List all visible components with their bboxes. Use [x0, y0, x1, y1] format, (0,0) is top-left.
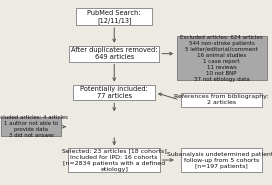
FancyBboxPatch shape [181, 148, 262, 172]
Text: After duplicates removed:
649 articles: After duplicates removed: 649 articles [71, 47, 157, 60]
Text: Potentially included:
77 articles: Potentially included: 77 articles [80, 86, 148, 99]
FancyBboxPatch shape [68, 148, 160, 172]
Text: Subanalysis undetermined patients
follow-up from 5 cohorts
[n=197 patients]: Subanalysis undetermined patients follow… [167, 152, 272, 169]
Text: Selected: 23 articles [18 cohorts]
Included for IPD: 16 cohorts
[n=2834 patients: Selected: 23 articles [18 cohorts] Inclu… [62, 149, 167, 171]
Text: PubMed Search:
[12/11/13]: PubMed Search: [12/11/13] [88, 10, 141, 24]
FancyBboxPatch shape [73, 85, 155, 100]
FancyBboxPatch shape [177, 36, 267, 80]
Text: Excluded articles: 624 articles
544 non-stroke patients
5 letter/editorial/comme: Excluded articles: 624 articles 544 non-… [180, 35, 263, 82]
FancyBboxPatch shape [69, 46, 159, 61]
FancyBboxPatch shape [76, 8, 152, 25]
Text: Excluded articles: 4 articles
1 author not able to
provide data
3 did not answer: Excluded articles: 4 articles 1 author n… [0, 115, 68, 138]
FancyBboxPatch shape [1, 117, 61, 136]
Text: References from bibliography:
2 articles: References from bibliography: 2 articles [174, 94, 269, 105]
FancyBboxPatch shape [181, 93, 262, 107]
